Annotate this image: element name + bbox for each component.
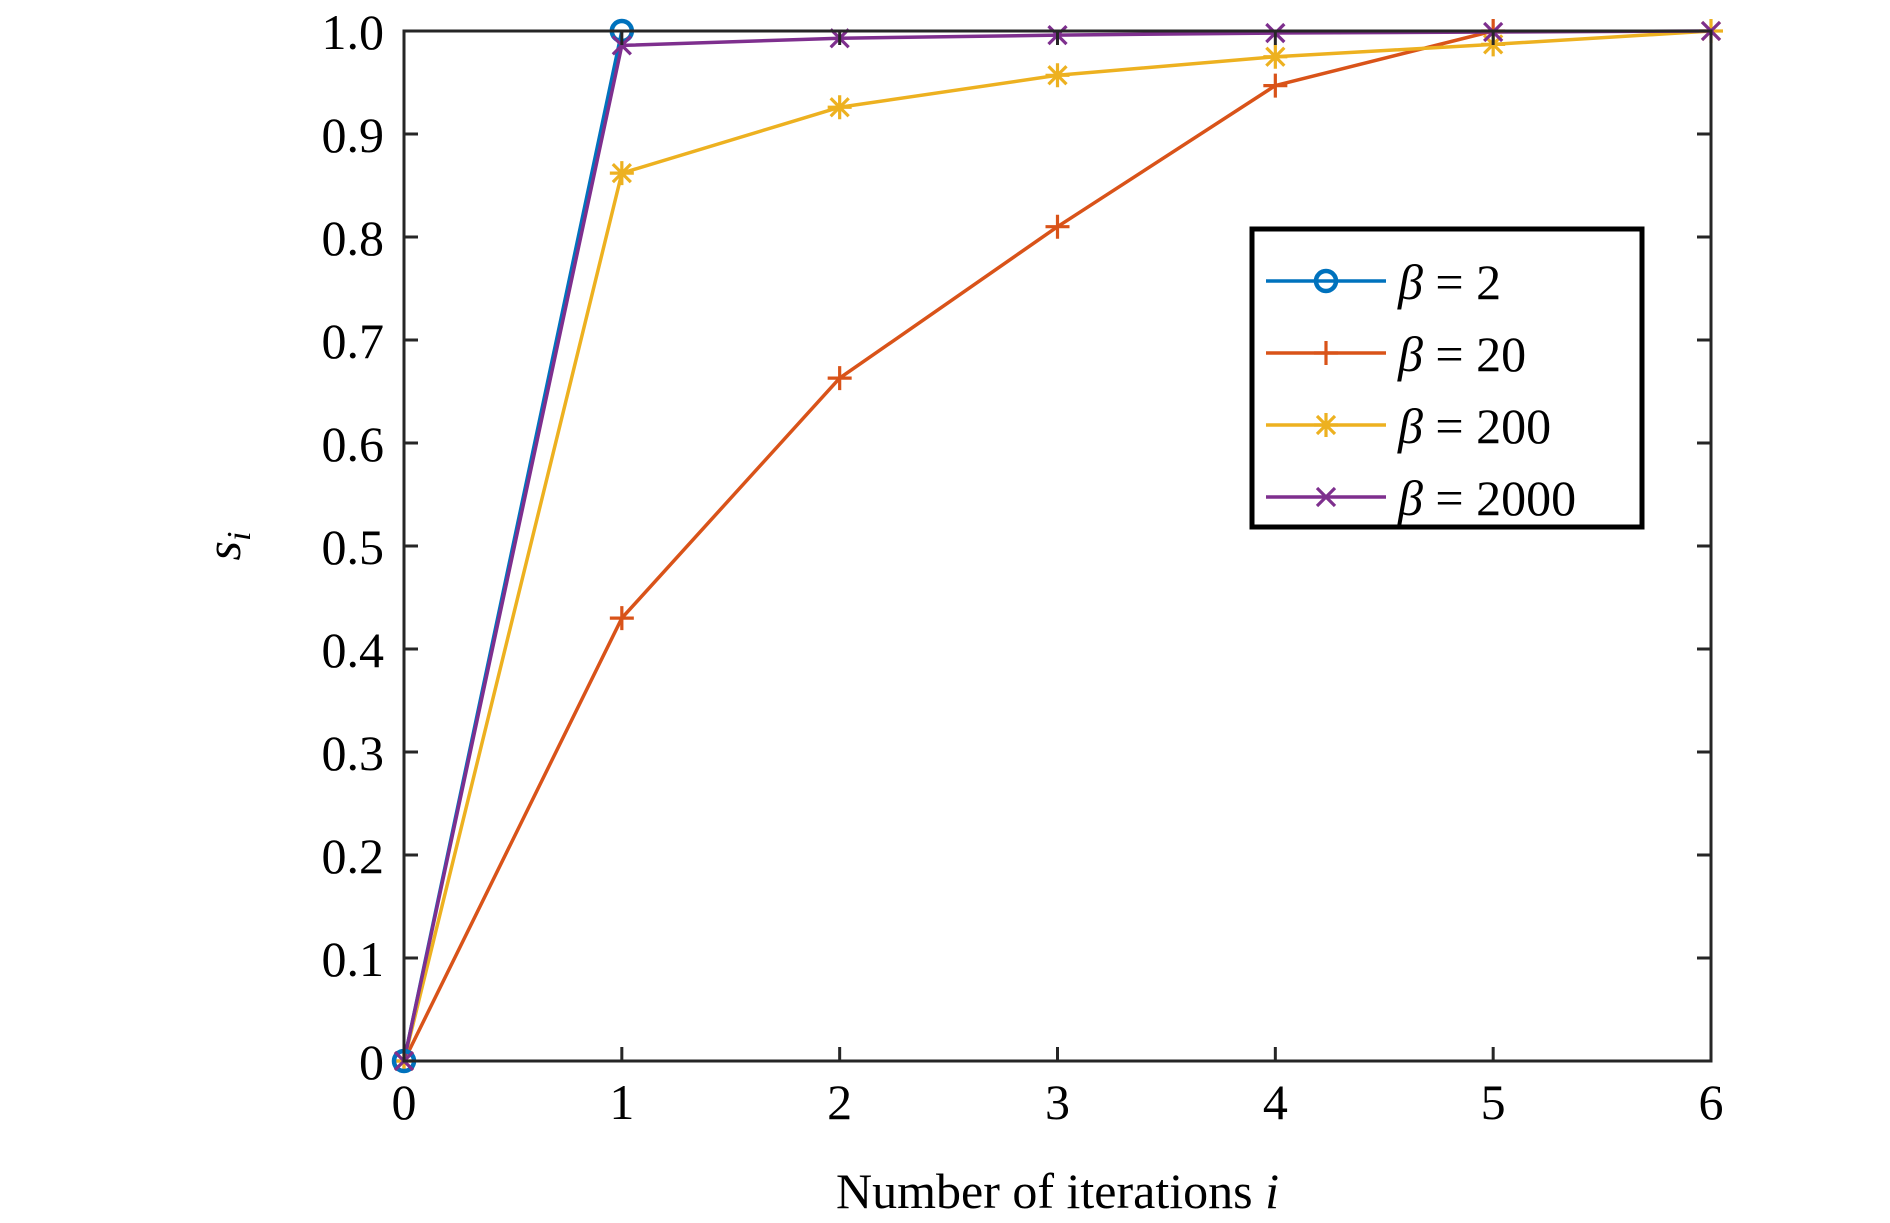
legend-marker-2-shape (1314, 413, 1338, 437)
y-axis-title-main: s (195, 541, 251, 560)
y-tick-label-1: 0.1 (322, 931, 385, 987)
x-tick-label-6: 6 (1699, 1074, 1724, 1130)
legend-marker-1 (1314, 341, 1338, 365)
legend-label-symbol-2: β (1397, 398, 1423, 454)
legend-label-symbol-1: β (1397, 326, 1423, 382)
data-point-s1-4-shape (1263, 73, 1288, 98)
legend-marker-2 (1314, 413, 1338, 437)
y-tick-label-8: 0.8 (322, 210, 385, 266)
data-point-s1-2-shape (827, 366, 852, 391)
legend-label-value-1: = 20 (1423, 326, 1526, 382)
legend-marker-1-shape (1314, 341, 1338, 365)
x-tick-label-5: 5 (1481, 1074, 1506, 1130)
legend-marker-0-shape (1313, 268, 1339, 294)
x-axis-title-text: Number of iterations (836, 1163, 1265, 1219)
y-axis-title-subscript: i (221, 532, 258, 541)
data-point-s2-2 (827, 95, 852, 120)
legend-marker-3-shape (1315, 486, 1337, 508)
y-tick-label-6: 0.6 (322, 416, 385, 472)
data-point-s2-2-shape (827, 95, 852, 120)
legend-marker-3 (1315, 486, 1337, 508)
x-tick-label-0: 0 (392, 1074, 417, 1130)
legend-label-value-3: = 2000 (1423, 470, 1576, 526)
legend-label-0: β = 2 (1397, 254, 1501, 310)
data-point-s2-4 (1263, 44, 1288, 69)
y-tick-label-3: 0.3 (322, 725, 385, 781)
x-tick-label-2: 2 (827, 1074, 852, 1130)
data-point-s2-3-shape (1045, 63, 1070, 88)
legend-marker-0 (1313, 268, 1339, 294)
legend-label-value-0: = 2 (1423, 254, 1501, 310)
legend-label-symbol-0: β (1397, 254, 1423, 310)
data-point-s1-4 (1263, 73, 1288, 98)
y-tick-label-4: 0.4 (322, 622, 385, 678)
data-point-s1-3 (1045, 214, 1070, 239)
data-point-s2-3 (1045, 63, 1070, 88)
data-point-s2-1-shape (609, 161, 634, 186)
data-point-s2-1 (609, 161, 634, 186)
legend-label-symbol-3: β (1397, 470, 1423, 526)
x-tick-label-1: 1 (609, 1074, 634, 1130)
data-point-s1-1 (609, 606, 634, 631)
x-axis-title-variable: i (1265, 1163, 1279, 1219)
legend-label-1: β = 20 (1397, 326, 1526, 382)
x-tick-label-4: 4 (1263, 1074, 1288, 1130)
y-tick-label-9: 0.9 (322, 107, 385, 163)
data-point-s1-3-shape (1045, 214, 1070, 239)
x-axis-title: Number of iterations i (836, 1163, 1279, 1219)
series-line-1 (402, 29, 1494, 1062)
data-point-s1-1-shape (609, 606, 634, 631)
data-point-s3-1 (611, 35, 632, 56)
axes: 0 1 2 3 4 5 6 0 0.1 0.2 0.3 0.4 0.5 0.6 0.7 0.8 0.9 1.0 Nu… (195, 4, 1724, 1219)
y-tick-label-5: 0.5 (322, 519, 385, 575)
y-tick-label-0: 0 (359, 1034, 384, 1090)
y-axis-title: si (195, 532, 258, 561)
y-tick-label-7: 0.7 (322, 313, 385, 369)
y-tick-label-10: 1.0 (322, 4, 385, 60)
data-point-s2-4-shape (1263, 44, 1288, 69)
legend-label-value-2: = 200 (1423, 398, 1551, 454)
data-point-s1-2 (827, 366, 852, 391)
y-tick-label-2: 0.2 (322, 828, 385, 884)
data-point-s3-1-shape (611, 35, 632, 56)
legend-label-3: β = 2000 (1397, 470, 1576, 526)
x-tick-label-3: 3 (1045, 1074, 1070, 1130)
legend-label-2: β = 200 (1397, 398, 1551, 454)
